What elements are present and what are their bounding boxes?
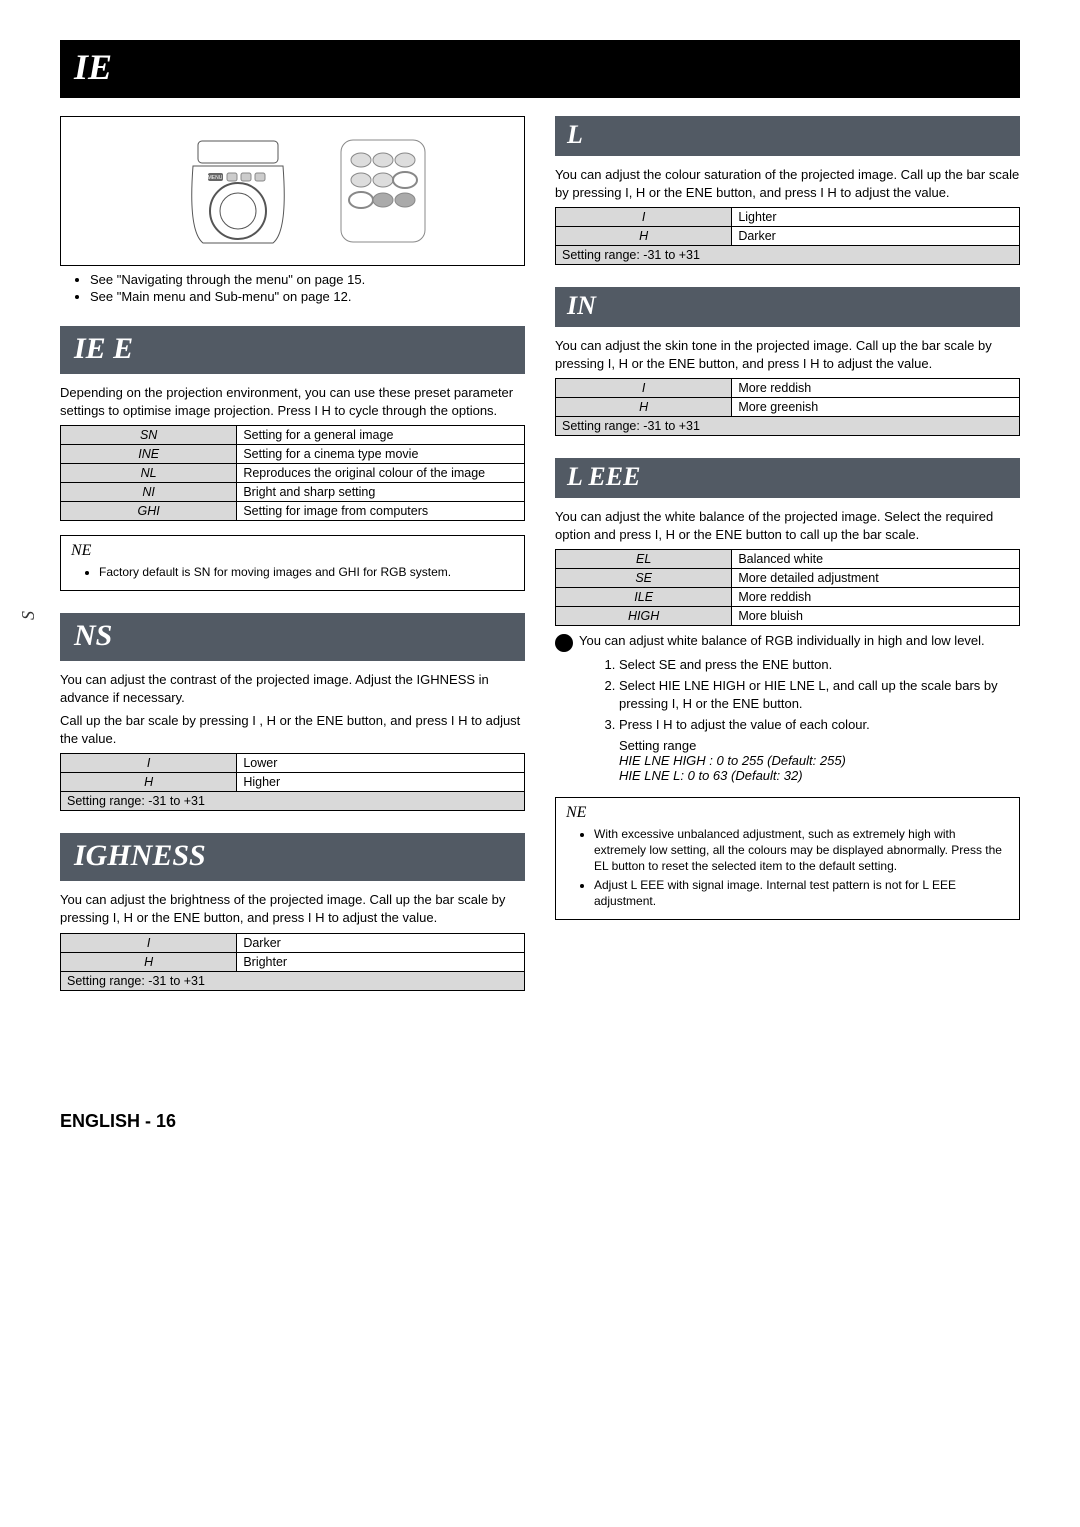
contrast-table: ILower HHigher Setting range: -31 to +31 (60, 753, 525, 811)
cte-row-key: ILE (556, 588, 732, 607)
note-title: NE (71, 542, 514, 560)
picture-mode-intro: Depending on the projection environment,… (60, 384, 525, 419)
side-tab: S (18, 611, 39, 620)
pm-row-key: NI (61, 483, 237, 502)
contrast-intro2: Call up the bar scale by pressing I , H … (60, 712, 525, 747)
ti-range: Setting range: -31 to +31 (556, 417, 1020, 436)
col-row-val: Lighter (732, 208, 1020, 227)
tint-intro: You can adjust the skin tone in the proj… (555, 337, 1020, 372)
ti-row-key: H (556, 398, 732, 417)
cte-row-key: SE (556, 569, 732, 588)
colortemp-table: ELBalanced white SEMore detailed adjustm… (555, 549, 1020, 626)
section-header-tint: IN (555, 287, 1020, 327)
contrast-intro: You can adjust the contrast of the proje… (60, 671, 525, 706)
ti-row-key: I (556, 379, 732, 398)
step: Select HIE LNE HIGH or HIE LNE L, and ca… (619, 677, 1020, 712)
cte-row-val: More detailed adjustment (732, 569, 1020, 588)
colortemp-note: NE With excessive unbalanced adjustment,… (555, 797, 1020, 920)
br-row-key: H (61, 952, 237, 971)
pm-row-val: Bright and sharp setting (237, 483, 525, 502)
setting-range-line: HIE LNE HIGH : 0 to 255 (Default: 255) (619, 753, 1020, 768)
pm-row-key: GHI (61, 502, 237, 521)
br-range: Setting range: -31 to +31 (61, 971, 525, 990)
cte-row-key: HIGH (556, 607, 732, 626)
step: Select SE and press the ENE button. (619, 656, 1020, 674)
note-item: Adjust L EEE with signal image. Internal… (594, 877, 1009, 909)
ct-row-val: Lower (237, 754, 525, 773)
col-row-key: I (556, 208, 732, 227)
section-header-contrast: NS (60, 613, 525, 661)
colortemp-intro: You can adjust the white balance of the … (555, 508, 1020, 543)
picture-mode-table: SNSetting for a general image INESetting… (60, 425, 525, 521)
pm-row-val: Reproduces the original colour of the im… (237, 464, 525, 483)
setting-range-line: HIE LNE L: 0 to 63 (Default: 32) (619, 768, 1020, 783)
step: Press I H to adjust the value of each co… (619, 716, 1020, 734)
cte-row-key: EL (556, 550, 732, 569)
diagram-note: See "Navigating through the menu" on pag… (90, 272, 525, 287)
device-diagram: MENU (60, 116, 525, 266)
cte-row-val: More bluish (732, 607, 1020, 626)
colortemp-inset-intro: You can adjust white balance of RGB indi… (579, 632, 1020, 650)
br-row-key: I (61, 933, 237, 952)
br-row-val: Brighter (237, 952, 525, 971)
ct-row-val: Higher (237, 773, 525, 792)
pm-row-val: Setting for a general image (237, 426, 525, 445)
section-header-colortemp: L EEE (555, 458, 1020, 498)
tint-table: IMore reddish HMore greenish Setting ran… (555, 378, 1020, 436)
brightness-table: IDarker HBrighter Setting range: -31 to … (60, 933, 525, 991)
page-footer: ENGLISH - 16 (60, 1111, 1020, 1132)
note-item: Factory default is SN for moving images … (99, 564, 514, 580)
diagram-note: See "Main menu and Sub-menu" on page 12. (90, 289, 525, 304)
note-item: With excessive unbalanced adjustment, su… (594, 826, 1009, 875)
ct-row-key: H (61, 773, 237, 792)
col-range: Setting range: -31 to +31 (556, 246, 1020, 265)
section-header-picture-mode: IE E (60, 326, 525, 374)
projector-icon: MENU (173, 131, 303, 251)
remote-icon (333, 136, 433, 246)
pm-row-key: SN (61, 426, 237, 445)
pm-row-val: Setting for image from computers (237, 502, 525, 521)
left-column: MENU See "Navigating through the menu" o… (60, 116, 525, 991)
section-header-colour: L (555, 116, 1020, 156)
bullet-icon (555, 634, 573, 652)
pm-row-key: INE (61, 445, 237, 464)
ti-row-val: More greenish (732, 398, 1020, 417)
col-row-key: H (556, 227, 732, 246)
colour-table: ILighter HDarker Setting range: -31 to +… (555, 207, 1020, 265)
note-title: NE (566, 804, 1009, 822)
section-header-brightness: IGHNESS (60, 833, 525, 881)
ct-range: Setting range: -31 to +31 (61, 792, 525, 811)
ti-row-val: More reddish (732, 379, 1020, 398)
pm-row-val: Setting for a cinema type movie (237, 445, 525, 464)
picture-mode-note: NE Factory default is SN for moving imag… (60, 535, 525, 591)
colour-intro: You can adjust the colour saturation of … (555, 166, 1020, 201)
cte-row-val: More reddish (732, 588, 1020, 607)
br-row-val: Darker (237, 933, 525, 952)
right-column: L You can adjust the colour saturation o… (555, 116, 1020, 991)
col-row-val: Darker (732, 227, 1020, 246)
colortemp-detail: You can adjust white balance of RGB indi… (555, 632, 1020, 783)
setting-range-label: Setting range (619, 738, 1020, 753)
svg-text:MENU: MENU (207, 175, 222, 181)
page-title: IE (60, 40, 1020, 98)
diagram-notes: See "Navigating through the menu" on pag… (60, 272, 525, 304)
colortemp-steps: Select SE and press the ENE button. Sele… (579, 656, 1020, 734)
ct-row-key: I (61, 754, 237, 773)
cte-row-val: Balanced white (732, 550, 1020, 569)
pm-row-key: NL (61, 464, 237, 483)
brightness-intro: You can adjust the brightness of the pro… (60, 891, 525, 926)
